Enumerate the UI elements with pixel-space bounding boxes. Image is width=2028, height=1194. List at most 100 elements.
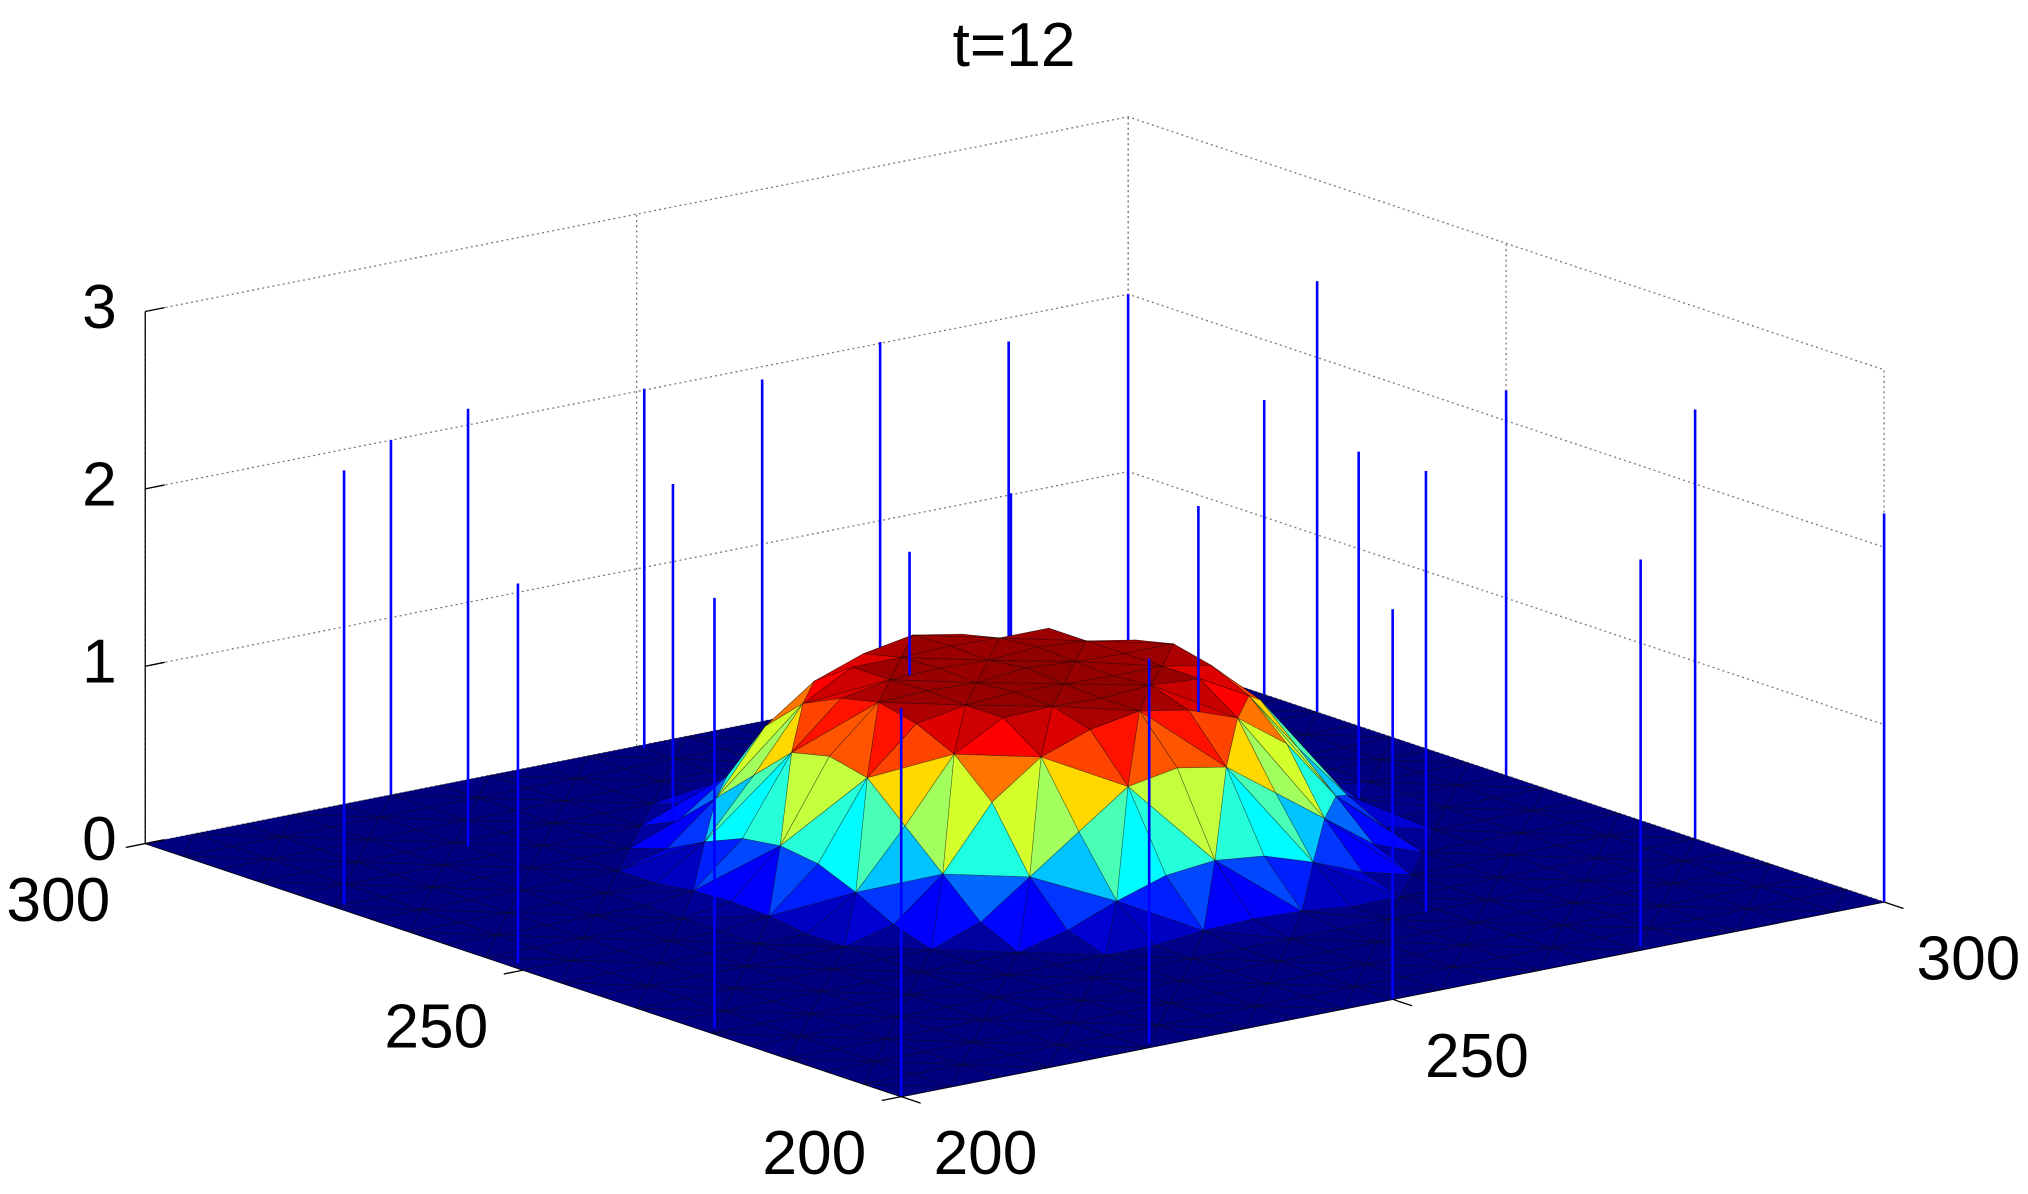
surface-face — [961, 1054, 1049, 1068]
surface-face — [1305, 711, 1357, 736]
surface-face — [961, 1041, 1013, 1065]
surface-face — [1584, 857, 1636, 882]
surface-face — [1213, 855, 1303, 912]
x-tick — [881, 1096, 902, 1102]
y-tick-label: 250 — [1425, 1022, 1529, 1091]
surface-face — [1169, 993, 1257, 1007]
surface-face — [712, 1023, 800, 1037]
surface-face — [379, 816, 467, 831]
surface-face — [972, 1019, 1024, 1043]
surface-face — [1146, 1025, 1198, 1049]
surface-face — [931, 873, 982, 951]
surface-face — [1388, 919, 1476, 933]
z-tick — [145, 839, 165, 845]
z-tick-label: 0 — [82, 805, 117, 874]
surface-face — [1400, 896, 1488, 911]
surface-face — [855, 825, 944, 893]
surface-face — [443, 854, 531, 869]
surface-face — [560, 959, 612, 984]
surface-face — [1607, 812, 1659, 837]
surface-face — [489, 765, 577, 779]
surface-face — [757, 933, 845, 948]
surface-face — [1532, 800, 1620, 814]
z-tick-label: 2 — [82, 450, 117, 519]
surface-face — [1377, 941, 1465, 955]
y-tick-label: 200 — [934, 1119, 1038, 1188]
surface-face — [855, 776, 906, 894]
surface-face — [1192, 948, 1280, 962]
surface-face — [1063, 675, 1151, 686]
surface-face — [571, 937, 623, 961]
surface-face — [1237, 717, 1325, 819]
surface-face — [606, 883, 694, 894]
chart-title: t=12 — [953, 11, 1076, 80]
surface-face — [863, 1083, 951, 1097]
surface-face — [1366, 963, 1454, 978]
surface-face — [1075, 653, 1163, 667]
surface-face — [345, 884, 433, 898]
surface-face — [995, 974, 1047, 998]
surface-face — [685, 726, 773, 740]
z-tick — [145, 484, 165, 490]
surface-face — [1313, 861, 1402, 908]
surface-face — [390, 794, 478, 808]
surface-face — [617, 841, 705, 872]
surface-face — [1040, 729, 1129, 788]
surface-face — [1226, 766, 1314, 863]
surface-face — [1248, 695, 1337, 797]
y-tick — [901, 1096, 921, 1104]
surface-face — [1736, 908, 1788, 932]
surface-face — [1498, 867, 1586, 881]
surface-face — [421, 899, 509, 914]
surface-face — [972, 1032, 1061, 1046]
x-tick-label: 250 — [384, 993, 488, 1062]
surface-face — [983, 996, 1035, 1021]
surface-face — [280, 813, 332, 838]
z-tick-label: 3 — [82, 273, 117, 342]
surface-face — [640, 775, 728, 827]
surface-face — [552, 800, 604, 824]
x-tick-label: 300 — [6, 866, 110, 935]
surface-face — [1411, 874, 1499, 888]
surface-face — [1006, 952, 1058, 976]
surface-face — [681, 901, 770, 919]
z-grid-line — [145, 116, 1885, 371]
surface-face — [1342, 986, 1394, 1010]
surface-face — [1040, 705, 1091, 758]
surface-face — [518, 867, 570, 891]
surface-face — [1649, 905, 1701, 929]
surface-face — [949, 1064, 1001, 1088]
y-tick — [1883, 901, 1904, 910]
surface-face — [1422, 852, 1510, 866]
surface-face — [1441, 966, 1493, 991]
surface-face — [258, 871, 346, 885]
surface-face — [1018, 930, 1107, 956]
surface-face — [1464, 934, 1552, 949]
surface-face — [1671, 860, 1723, 884]
x-tick — [125, 842, 146, 849]
surface-face — [507, 889, 559, 914]
surface-face — [1453, 957, 1541, 971]
z-tick — [145, 306, 165, 313]
y-tick-label: 300 — [1916, 924, 2020, 993]
surface-face — [1453, 966, 1541, 981]
surface-face — [1683, 838, 1735, 862]
surface-face — [1475, 912, 1563, 926]
surface-face — [734, 978, 822, 992]
surface-face — [1244, 1005, 1296, 1029]
surface-face — [1086, 639, 1174, 645]
surface-face — [1290, 938, 1378, 952]
surface-face — [746, 956, 834, 970]
surface-face — [575, 755, 627, 779]
surface-face — [484, 934, 536, 958]
surface-face — [662, 758, 714, 782]
surface-face — [790, 701, 879, 757]
surface-face — [704, 752, 792, 843]
surface-face — [583, 915, 635, 939]
surface-face — [605, 870, 657, 894]
surface-face — [1550, 924, 1602, 949]
surface-face — [1029, 831, 1118, 902]
surface-face — [432, 877, 520, 891]
surface-face — [1158, 1015, 1246, 1029]
